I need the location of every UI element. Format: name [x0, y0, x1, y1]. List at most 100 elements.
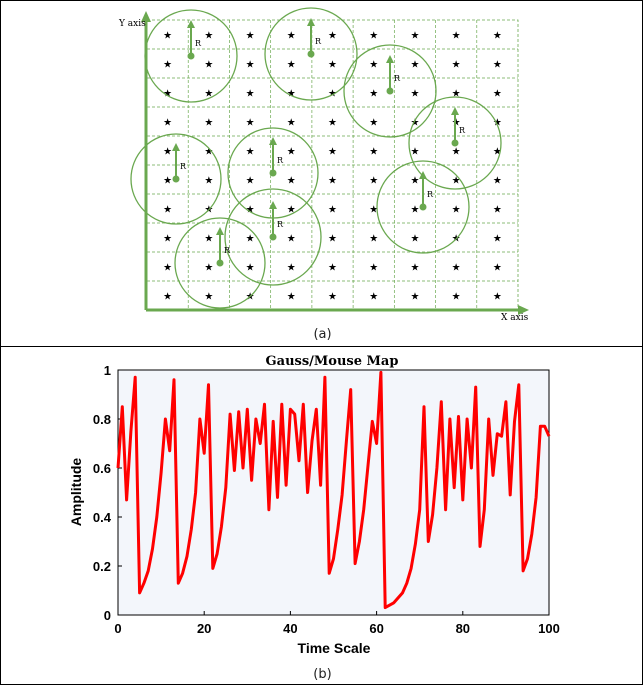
- star-marker: ★: [204, 263, 213, 274]
- star-marker: ★: [452, 292, 461, 303]
- circle-outline: [343, 44, 437, 138]
- x-axis-title: Time Scale: [298, 640, 371, 656]
- radius-arrowhead: [269, 137, 277, 145]
- star-marker: ★: [246, 60, 255, 71]
- radius-label: R: [394, 74, 401, 83]
- star-marker: ★: [287, 147, 296, 158]
- star-marker: ★: [369, 60, 378, 71]
- star-marker: ★: [410, 263, 419, 274]
- star-marker: ★: [493, 89, 502, 100]
- star-marker: ★: [163, 263, 172, 274]
- star-marker: ★: [328, 31, 337, 42]
- coverage-circle: R: [343, 44, 437, 138]
- caption-a: (a): [313, 327, 332, 342]
- star-marker: ★: [410, 60, 419, 71]
- star-marker: ★: [246, 147, 255, 158]
- coverage-circle: R: [144, 9, 238, 103]
- star-marker: ★: [163, 234, 172, 245]
- caption-b: (b): [313, 667, 332, 682]
- x-tick-label: 0: [114, 621, 121, 636]
- radius-label: R: [277, 220, 284, 229]
- x-tick-label: 100: [538, 621, 560, 636]
- star-marker: ★: [410, 147, 419, 158]
- star-marker: ★: [410, 234, 419, 245]
- x-axis-arrowhead: [518, 305, 529, 315]
- star-marker: ★: [287, 263, 296, 274]
- star-marker: ★: [493, 60, 502, 71]
- panel-b: 0 20 40 60 80 100 0 0.2 0.4 0.6 0.8 1 Gauss/Mouse M…: [0, 346, 643, 685]
- star-marker: ★: [246, 89, 255, 100]
- star-marker: ★: [493, 234, 502, 245]
- radius-arrowhead: [386, 55, 394, 63]
- star-marker: ★: [287, 234, 296, 245]
- radius-arrowhead: [451, 107, 459, 115]
- star-marker: ★: [246, 176, 255, 187]
- circle-outline: [130, 133, 222, 225]
- star-marker: ★: [369, 176, 378, 187]
- star-marker: ★: [287, 176, 296, 187]
- star-marker: ★: [287, 60, 296, 71]
- star-marker: ★: [246, 205, 255, 216]
- star-layer: ★ ★ ★ ★ ★ ★ ★ ★ ★ ★ ★ ★ ★ ★ ★ ★ ★ ★ ★ ★ ★ ★ ★ ★ ★ ★ ★ ★ ★ ★ ★ ★ ★ ★ ★ ★ ★ ★ ★ ★…: [163, 31, 502, 303]
- radius-label: R: [195, 39, 202, 48]
- star-marker: ★: [287, 118, 296, 129]
- line-chart: 0 20 40 60 80 100 0 0.2 0.4 0.6 0.8 1 Gauss/Mouse M…: [68, 354, 560, 656]
- star-marker: ★: [163, 118, 172, 129]
- star-marker: ★: [452, 60, 461, 71]
- star-marker: ★: [287, 31, 296, 42]
- radius-label: R: [315, 37, 322, 46]
- star-marker: ★: [328, 89, 337, 100]
- y-axis-label: Y axis: [118, 19, 146, 29]
- star-marker: ★: [410, 31, 419, 42]
- radius-arrowhead: [172, 143, 180, 151]
- star-marker: ★: [410, 118, 419, 129]
- grid-diagram: ★ ★ ★ ★ ★ ★ ★ ★ ★ ★ ★ ★ ★ ★ ★ ★ ★ ★ ★ ★ ★ ★ ★ ★ ★ ★ ★ ★ ★ ★ ★ ★ ★ ★ ★ ★ ★ ★ ★ ★…: [118, 7, 529, 323]
- chart-title: Gauss/Mouse Map: [266, 354, 399, 369]
- star-marker: ★: [163, 89, 172, 100]
- y-tick-label: 1: [104, 363, 111, 378]
- star-marker: ★: [287, 292, 296, 303]
- star-marker: ★: [204, 31, 213, 42]
- star-marker: ★: [328, 292, 337, 303]
- x-tick-label: 80: [456, 621, 470, 636]
- coverage-circle: R: [174, 217, 266, 309]
- star-marker: ★: [246, 234, 255, 245]
- star-marker: ★: [493, 205, 502, 216]
- y-axis-title: Amplitude: [68, 458, 84, 527]
- star-marker: ★: [163, 205, 172, 216]
- coverage-circle: R: [376, 160, 470, 254]
- circle-layer: R R R R R R R R R: [130, 7, 502, 309]
- star-marker: ★: [369, 292, 378, 303]
- star-marker: ★: [369, 205, 378, 216]
- star-marker: ★: [246, 118, 255, 129]
- tick-layer: 0 20 40 60 80 100 0 0.2 0.4 0.6 0.8 1: [93, 363, 560, 636]
- circle-outline: [264, 7, 358, 101]
- x-tick-label: 60: [369, 621, 383, 636]
- circle-outline: [224, 188, 322, 286]
- x-tick-label: 40: [283, 621, 297, 636]
- star-marker: ★: [204, 118, 213, 129]
- coverage-circle: R: [224, 188, 322, 286]
- star-marker: ★: [204, 89, 213, 100]
- star-marker: ★: [163, 60, 172, 71]
- series-line: [116, 370, 551, 610]
- y-tick-label: 0: [104, 608, 111, 623]
- radius-arrowhead: [419, 171, 427, 179]
- star-marker: ★: [163, 176, 172, 187]
- y-tick-label: 0.2: [93, 559, 111, 574]
- circle-outline: [174, 217, 266, 309]
- x-tick-label: 20: [197, 621, 211, 636]
- star-marker: ★: [493, 263, 502, 274]
- star-marker: ★: [204, 60, 213, 71]
- radius-arrowhead: [307, 18, 315, 26]
- radius-arrowhead: [216, 227, 224, 235]
- coverage-circle: R: [408, 96, 502, 190]
- coverage-circle: R: [264, 7, 358, 101]
- y-tick-label: 0.6: [93, 461, 111, 476]
- circle-outline: [408, 96, 502, 190]
- star-marker: ★: [328, 60, 337, 71]
- star-marker: ★: [452, 89, 461, 100]
- radius-label: R: [180, 162, 187, 171]
- star-marker: ★: [369, 118, 378, 129]
- star-marker: ★: [204, 292, 213, 303]
